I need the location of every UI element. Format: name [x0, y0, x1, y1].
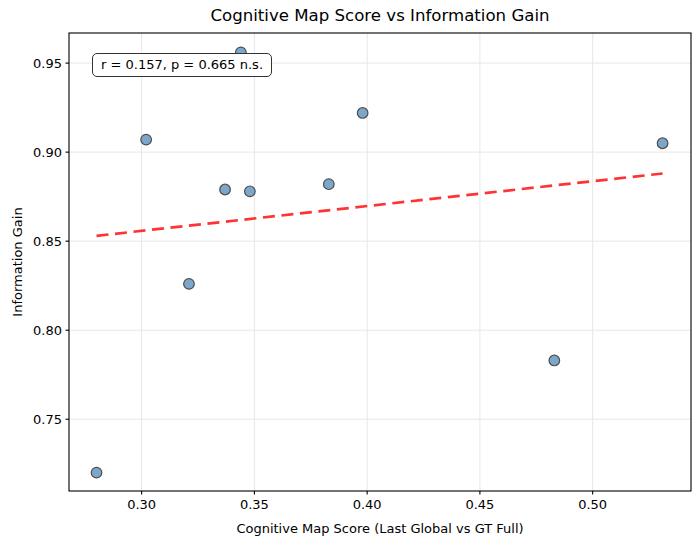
x-tick-label: 0.50 [578, 497, 607, 512]
data-point [220, 184, 231, 195]
x-axis-label: Cognitive Map Score (Last Global vs GT F… [69, 521, 691, 536]
y-tick-label: 0.80 [33, 323, 62, 338]
x-tick-label: 0.40 [353, 497, 382, 512]
data-point [657, 138, 668, 149]
y-tick-label: 0.85 [33, 234, 62, 249]
data-point [549, 355, 560, 366]
x-tick-label: 0.35 [240, 497, 269, 512]
stats-annotation: r = 0.157, p = 0.665 n.s. [92, 53, 272, 77]
x-tick-label: 0.45 [465, 497, 494, 512]
data-point [141, 134, 152, 145]
data-point [324, 179, 335, 190]
trend-line [97, 173, 663, 235]
y-tick-label: 0.75 [33, 412, 62, 427]
y-axis-label: Information Gain [10, 207, 25, 316]
scatter-plot: 0.30 0.35 0.40 0.45 0.50 0.75 0.80 0.85 0.90 0.95 [0, 0, 700, 547]
x-tick-label: 0.30 [127, 497, 156, 512]
figure: 0.30 0.35 0.40 0.45 0.50 0.75 0.80 0.85 0.90 0.95… [0, 0, 700, 547]
data-point [184, 279, 195, 290]
y-tick-label: 0.90 [33, 145, 62, 160]
data-point [91, 467, 102, 478]
chart-title: Cognitive Map Score vs Information Gain [69, 6, 691, 25]
y-tick-label: 0.95 [33, 56, 62, 71]
data-point [357, 108, 368, 119]
plot-border [69, 33, 691, 491]
data-point [245, 186, 256, 197]
